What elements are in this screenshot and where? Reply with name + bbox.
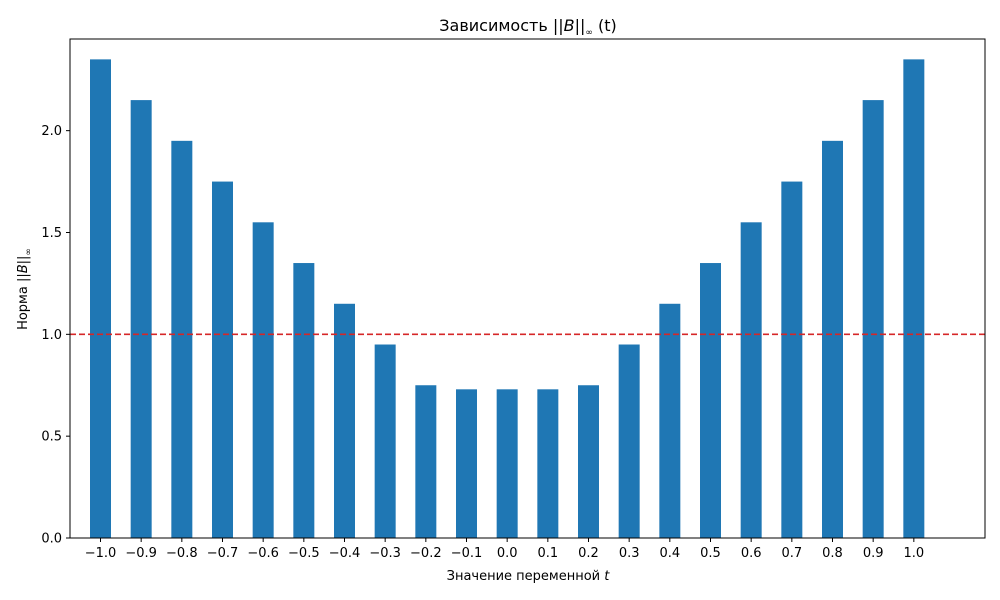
y-tick-label: 1.5 [41,226,62,241]
y-tick-label: 0.5 [41,430,62,445]
x-tick-label: 0.1 [537,546,558,561]
bar [903,59,925,539]
x-tick-label: −0.9 [125,546,157,561]
bar [740,222,762,538]
bar [415,385,437,538]
x-axis: −1.0 −0.9 −0.8 −0.7 −0.6 −0.5 −0.4 −0.3 −0.2 −0.1… [85,538,924,561]
bar [700,263,721,538]
x-tick-label: −0.1 [451,546,483,561]
plot-frame [69,38,986,539]
bar [90,59,111,539]
x-tick-label: −0.2 [410,546,442,561]
y-tick-label: 2.0 [41,124,62,139]
x-axis-label: Значение переменной t [447,569,611,584]
x-tick-label: −0.8 [166,546,198,561]
bar [537,389,559,538]
x-tick-label: −0.4 [329,546,361,561]
x-tick-label: 0.6 [741,546,762,561]
bar [822,140,843,538]
bars-group [90,59,925,539]
chart-title: Зависимость ||B||∞ (t) [439,16,616,38]
x-tick-label: −0.5 [288,546,320,561]
x-tick-label: −0.7 [207,546,239,561]
x-tick-label: 0.0 [497,546,518,561]
x-tick-label: 0.7 [781,546,802,561]
bar [659,303,681,538]
x-tick-label: 0.3 [619,546,640,561]
x-tick-label: 0.2 [578,546,599,561]
x-tick-label: 0.8 [822,546,843,561]
y-tick-label: 0.0 [41,532,62,547]
x-tick-label: −1.0 [85,546,117,561]
y-tick-label: 1.0 [41,328,62,343]
x-tick-label: −0.6 [247,546,279,561]
bar [578,385,599,538]
bar [171,140,193,538]
bar [212,181,233,539]
x-tick-label: 0.5 [700,546,721,561]
bar [334,303,355,538]
bar [862,100,884,538]
bar [293,263,315,538]
bar [781,181,803,539]
bar [618,344,640,538]
bar [496,389,518,538]
y-axis-label: Норма ||B||∞ [16,248,34,330]
y-axis: 0.0 0.5 1.0 1.5 2.0 [41,124,70,547]
bar [252,222,274,538]
x-tick-label: −0.3 [369,546,401,561]
x-tick-label: 1.0 [903,546,924,561]
bar [456,389,477,538]
x-tick-label: 0.9 [863,546,884,561]
bar [130,100,152,538]
x-tick-label: 0.4 [659,546,680,561]
bar [374,344,396,538]
